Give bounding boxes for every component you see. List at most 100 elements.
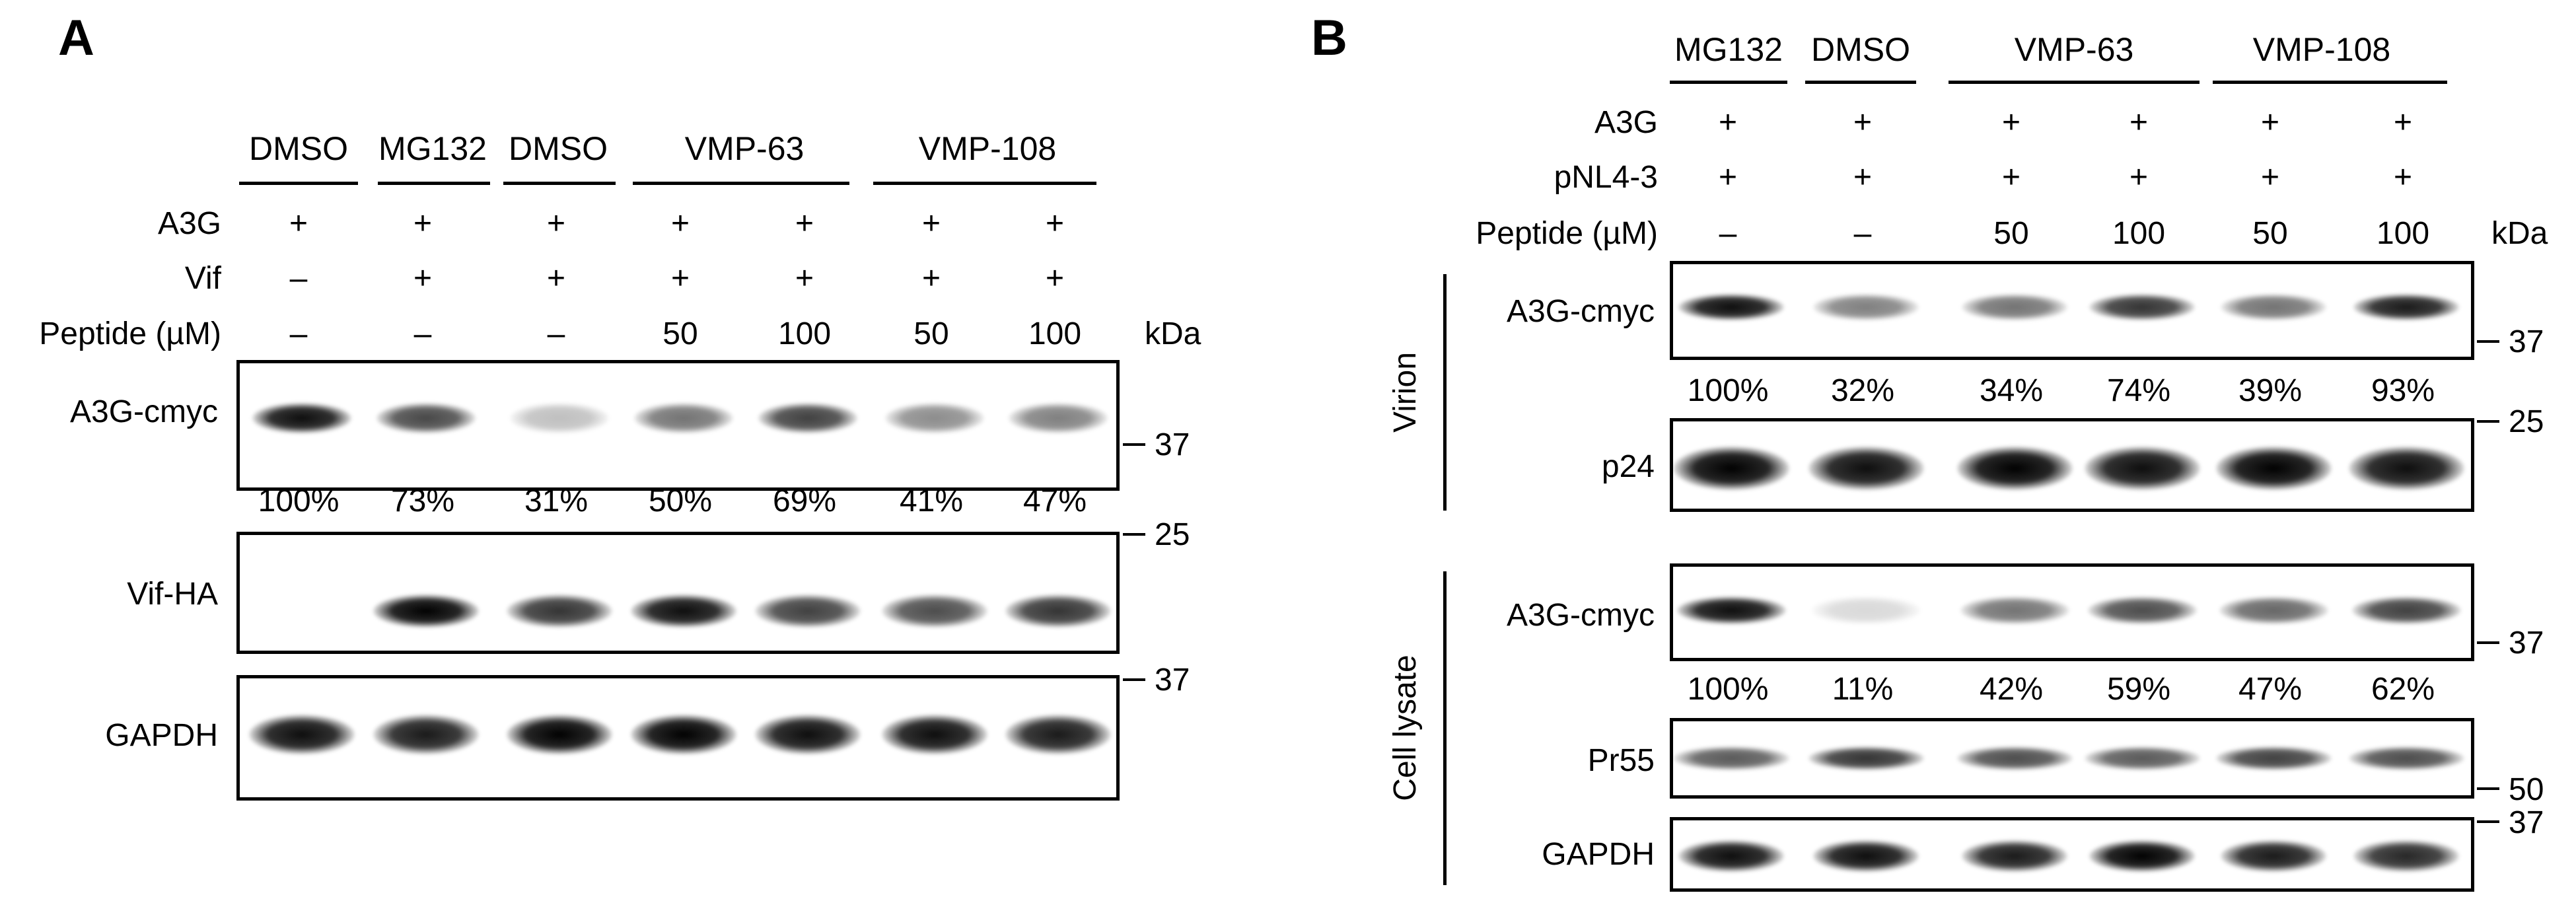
- panelB-lysate-a3g-band-6: [2351, 596, 2461, 624]
- panelA-a3g-cell-6: +: [921, 206, 941, 241]
- panelB-pnl-cell-1: +: [1718, 160, 1738, 195]
- panelB-gapdh-band-3: [1962, 840, 2067, 872]
- panelB-marker-tick-37b: [2477, 641, 2499, 644]
- panelB-marker-tick-37a: [2477, 340, 2499, 343]
- panelB-virion-a3g-band-2: [1813, 294, 1919, 320]
- panelA-underline-dmso-1: [239, 182, 358, 185]
- panelB-gapdh-band-4: [2089, 840, 2195, 872]
- panelB-lysate-a3g-band-1: [1676, 596, 1786, 624]
- panelA-a3g-cell-1: +: [289, 206, 308, 241]
- panelA-marker-tick-37a: [1123, 443, 1145, 446]
- panelB-pnl-cell-2: +: [1853, 160, 1873, 195]
- panelA-quant-2: 73%: [390, 484, 455, 519]
- panelA-a3g-cell-4: +: [670, 206, 690, 241]
- panelA-marker-tick-37b: [1123, 678, 1145, 681]
- panelB-peptide-cell-5: 50: [2252, 216, 2288, 251]
- panelB-blot-label-virion-a3g: A3G-cmyc: [1506, 294, 1655, 329]
- panelB-marker-37b: 37: [2509, 626, 2544, 661]
- panelB-pnl-cell-3: +: [2001, 160, 2021, 195]
- panelA-marker-tick-25: [1123, 533, 1145, 536]
- panelB-p24-band-6: [2348, 447, 2464, 490]
- panelA-vif-cell-4: +: [670, 261, 690, 296]
- panelB-quant-virion-3: 34%: [1979, 373, 2044, 408]
- panelB-underline-dmso: [1805, 81, 1916, 84]
- panelB-row-label-a3g: A3G: [1594, 105, 1658, 140]
- panelA-underline-vmp63: [633, 182, 849, 185]
- panelA-vif-cell-7: +: [1045, 261, 1065, 296]
- panelB-pr55-band-5: [2215, 746, 2332, 770]
- panelB-lysate-a3g-band-3: [1960, 596, 2069, 624]
- panelB-peptide-cell-4: 100: [2112, 216, 2166, 251]
- panelB-quant-virion-1: 100%: [1687, 373, 1769, 408]
- panelA-quant-1: 100%: [258, 484, 340, 519]
- panelB-lysate-bracket: [1443, 571, 1447, 885]
- panelB-blot-gapdh: [1670, 817, 2474, 892]
- panelB-blot-pr55: [1670, 718, 2474, 799]
- panelB-marker-37c: 37: [2509, 805, 2544, 840]
- panelB-pr55-band-1: [1673, 746, 1789, 770]
- panelB-blot-lysate-a3g: [1670, 563, 2474, 661]
- panelB-marker-37a: 37: [2509, 324, 2544, 359]
- panelB-a3g-cell-3: +: [2001, 105, 2021, 140]
- panelB-marker-tick-37c: [2477, 820, 2499, 823]
- panelA-blot-vif-ha: [236, 532, 1120, 654]
- panelB-lysate-a3g-band-2: [1811, 596, 1921, 624]
- panelB-virion-a3g-band-4: [2089, 294, 2195, 320]
- panelB-p24-band-4: [2084, 447, 2200, 490]
- panelB-group-dmso: DMSO: [1811, 31, 1910, 68]
- panelA-group-mg132: MG132: [378, 130, 487, 167]
- panelA-vif-band-2: [373, 594, 479, 628]
- panelA-blot-a3g-cmyc: [236, 360, 1120, 491]
- panelB-blot-label-lysate-a3g: A3G-cmyc: [1506, 598, 1655, 633]
- panelA-underline-dmso-2: [503, 182, 616, 185]
- panelB-marker-tick-50: [2477, 787, 2499, 790]
- panelB-p24-band-3: [1956, 447, 2073, 490]
- panelA-gapdh-band-1: [249, 715, 355, 754]
- panelA-peptide-cell-3: –: [547, 316, 565, 351]
- panelB-peptide-cell-1: –: [1719, 216, 1737, 251]
- panelA-gapdh-band-4: [631, 715, 736, 754]
- panelB-a3g-cell-4: +: [2129, 105, 2149, 140]
- panelB-marker-25: 25: [2509, 404, 2544, 439]
- panelB-gapdh-band-6: [2353, 840, 2459, 872]
- panelA-vif-band-6: [882, 594, 987, 628]
- panelA-vif-band-7: [1005, 594, 1111, 628]
- panelA-underline-mg132: [378, 182, 490, 185]
- panelA-peptide-cell-2: –: [413, 316, 432, 351]
- panelB-quant-lysate-3: 42%: [1979, 672, 2044, 707]
- panelA-marker-37b: 37: [1155, 663, 1190, 698]
- panelB-underline-vmp63: [1949, 81, 2200, 84]
- panelA-gapdh-band-6: [882, 715, 987, 754]
- panelB-quant-virion-2: 32%: [1830, 373, 1895, 408]
- panelB-a3g-cell-2: +: [1853, 105, 1873, 140]
- panelA-gapdh-band-3: [507, 715, 612, 754]
- panelB-blot-virion-a3g: [1670, 261, 2474, 360]
- panelB-marker-50: 50: [2509, 772, 2544, 807]
- panelA-group-dmso-2: DMSO: [509, 130, 608, 167]
- panelB-gapdh-band-5: [2221, 840, 2326, 872]
- panelB-peptide-cell-2: –: [1853, 216, 1872, 251]
- panelA-vif-band-4: [631, 594, 736, 628]
- panelA-group-vmp108: VMP-108: [918, 130, 1057, 167]
- panelA-vif-band-5: [755, 594, 861, 628]
- panelA-a3g-band-5: [758, 403, 857, 433]
- panelB-gapdh-band-1: [1678, 840, 1784, 872]
- panelA-kda-label: kDa: [1145, 316, 1201, 351]
- panelB-group-mg132: MG132: [1674, 31, 1783, 68]
- panelA-peptide-cell-1: –: [289, 316, 308, 351]
- panelA-marker-37a: 37: [1155, 427, 1190, 462]
- panelB-p24-band-5: [2215, 447, 2332, 490]
- panelA-a3g-band-6: [885, 403, 984, 433]
- panelB-quant-lysate-2: 11%: [1832, 672, 1894, 707]
- panelB-blot-label-pr55: Pr55: [1587, 743, 1655, 778]
- panelB-virion-bracket: [1443, 274, 1447, 511]
- panelA-a3g-band-7: [1009, 403, 1108, 433]
- panelB-quant-lysate-5: 47%: [2238, 672, 2303, 707]
- panelB-gapdh-band-2: [1813, 840, 1919, 872]
- panelB-blot-p24: [1670, 418, 2474, 512]
- panelB-pr55-band-2: [1808, 746, 1924, 770]
- panelB-marker-tick-25: [2477, 420, 2499, 423]
- panelB-a3g-cell-6: +: [2393, 105, 2413, 140]
- panelB-row-label-peptide: Peptide (µM): [1476, 216, 1658, 251]
- panelB-a3g-cell-5: +: [2260, 105, 2280, 140]
